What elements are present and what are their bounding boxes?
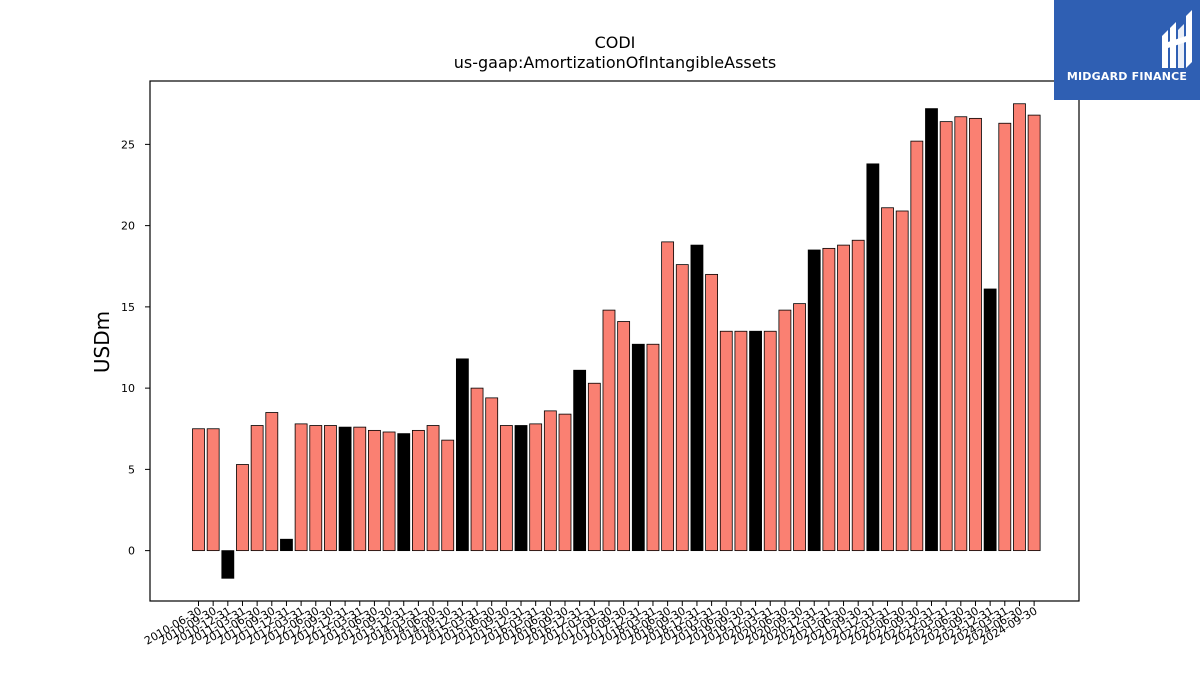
- chart-subtitle: us-gaap:AmortizationOfIntangibleAssets: [454, 53, 776, 72]
- bar-2014-09-30: [441, 439, 455, 552]
- bar-2019-12-31: [749, 330, 762, 552]
- bar-2020-09-30: [793, 303, 806, 552]
- y-tick-label: 15: [121, 301, 135, 314]
- bar-2020-03-31: [763, 330, 777, 552]
- bar-2019-06-30: [719, 330, 733, 552]
- bar-2024-03-31: [998, 122, 1012, 552]
- bar-2011-09-30: [265, 412, 279, 552]
- bar-2010-06-30: [192, 428, 205, 552]
- plot-frame: [149, 80, 1080, 602]
- bar-2021-03-31: [822, 247, 836, 552]
- bar-2020-12-31: [807, 249, 821, 552]
- bar-2016-06-30: [543, 410, 557, 552]
- bar-2013-03-31: [353, 426, 367, 552]
- bar-2018-12-31: [690, 244, 704, 552]
- y-tick-label: 20: [121, 220, 135, 233]
- bar-2012-06-30: [309, 425, 323, 552]
- bar-2015-09-30: [499, 425, 513, 552]
- bar-2018-03-31: [646, 343, 660, 552]
- chart-title: CODI: [595, 33, 636, 52]
- bar-2014-03-31: [411, 429, 425, 552]
- bar-2023-09-30: [969, 117, 982, 552]
- y-tick-label: 0: [128, 545, 135, 558]
- bar-2012-09-30: [324, 425, 337, 552]
- bar-2015-12-31: [514, 425, 528, 552]
- bar-2014-06-30: [426, 425, 440, 552]
- bar-2017-06-30: [602, 309, 616, 552]
- bar-2010-09-30: [206, 428, 220, 552]
- bar-2022-06-30: [895, 210, 909, 552]
- bar-2021-09-30: [851, 239, 865, 552]
- bar-2016-12-31: [573, 369, 587, 552]
- bar-2015-03-31: [470, 387, 484, 552]
- bar-2016-03-31: [529, 423, 543, 552]
- bar-2020-06-30: [778, 309, 792, 552]
- bar-2021-06-30: [837, 244, 850, 552]
- bar-2012-03-31: [294, 423, 308, 552]
- bar-2022-12-31: [925, 108, 938, 552]
- bar-2017-03-31: [587, 382, 601, 552]
- bar-2023-03-31: [939, 121, 953, 552]
- bar-2018-09-30: [675, 264, 689, 552]
- bar-2018-06-30: [661, 241, 675, 552]
- bar-2017-09-30: [617, 321, 631, 552]
- bar-2017-12-31: [631, 343, 645, 552]
- bar-2011-06-30: [250, 425, 264, 552]
- bar-2014-12-31: [455, 358, 469, 552]
- bar-2012-12-31: [338, 426, 352, 552]
- logo-text: MIDGARD FINANCE: [1066, 70, 1188, 83]
- bar-2015-06-30: [485, 397, 499, 552]
- bar-2021-12-31: [866, 163, 880, 552]
- bar-2023-06-30: [954, 116, 968, 552]
- bar-2024-06-30: [1013, 103, 1026, 552]
- y-tick-label: 5: [128, 463, 135, 476]
- x-axis-ticks: 2010-06-302010-09-302010-12-312011-03-31…: [142, 601, 1040, 648]
- y-tick-label: 10: [121, 382, 135, 395]
- midgard-logo-icon: [1162, 10, 1192, 68]
- bar-2013-09-30: [382, 431, 396, 552]
- bar-2011-12-31: [280, 538, 293, 552]
- bar-2010-12-31: [221, 550, 235, 579]
- bar-2019-03-31: [705, 273, 718, 552]
- bar-2024-09-30: [1027, 114, 1041, 552]
- bar-2022-09-30: [910, 140, 924, 552]
- bars-group: [192, 103, 1041, 579]
- midgard-finance-logo: MIDGARD FINANCE: [1054, 0, 1200, 100]
- bar-2016-09-30: [558, 413, 572, 552]
- bar-2022-03-31: [881, 207, 894, 552]
- bar-2013-06-30: [368, 429, 381, 552]
- y-axis-ticks: 0 5 10 15 20 25: [121, 138, 150, 558]
- bar-2011-03-31: [236, 464, 249, 552]
- y-axis-label: USDm: [90, 311, 114, 373]
- bar-2019-09-30: [734, 330, 748, 552]
- bar-2013-12-31: [397, 433, 411, 552]
- bar-2023-12-31: [983, 288, 997, 552]
- y-tick-label: 25: [121, 138, 135, 151]
